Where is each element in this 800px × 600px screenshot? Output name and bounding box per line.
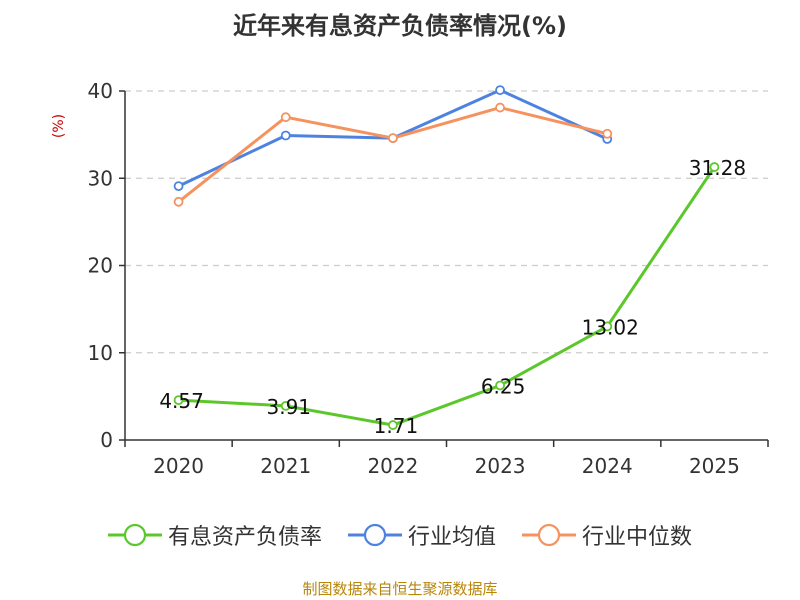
x-tick-label: 2022 [367, 454, 418, 478]
x-tick-label: 2024 [582, 454, 633, 478]
y-tick-label: 10 [88, 341, 113, 365]
source-note: 制图数据来自恒生聚源数据库 [302, 580, 498, 598]
series-2-point[interactable] [495, 102, 505, 113]
axes: 0 10 20 30 40 2020 2021 2022 2023 2024 2025 [88, 79, 769, 478]
legend-swatch-icon [347, 523, 402, 547]
data-label: 4.57 [159, 389, 204, 413]
y-tick-label: 20 [88, 254, 113, 278]
y-tick-label: 0 [100, 428, 113, 452]
series-2-point[interactable] [280, 112, 291, 123]
y-tick-label: 40 [88, 79, 113, 103]
legend-label: 行业中位数 [582, 525, 693, 550]
data-label: 1.71 [374, 414, 419, 438]
series-2-point[interactable] [602, 128, 613, 139]
series-2-point[interactable] [388, 133, 398, 144]
legend-item-2[interactable]: 行业中位数 [522, 519, 692, 551]
legend-item-1[interactable]: 行业均值 [347, 519, 496, 551]
series-0-point[interactable] [709, 162, 720, 172]
legend-label: 有息资产负债率 [167, 525, 322, 550]
data-label: 13.02 [582, 315, 639, 339]
legend-swatch-icon [107, 523, 162, 547]
legend-label: 行业均值 [407, 525, 496, 550]
series-1-point[interactable] [495, 85, 505, 96]
legend-swatch-icon [522, 523, 576, 547]
series-0-point[interactable] [602, 321, 613, 332]
x-tick-label: 2025 [689, 454, 740, 478]
legend-item-0[interactable]: 有息资产负债率 [107, 519, 322, 551]
y-tick-label: 30 [88, 166, 113, 190]
data-label: 31.28 [689, 156, 746, 180]
series-1-point[interactable] [173, 181, 184, 192]
data-label: 3.91 [266, 395, 311, 419]
series-2-point[interactable] [173, 196, 184, 207]
series-0-point[interactable] [280, 400, 291, 411]
series-line-0 [178, 166, 716, 427]
series-0-point[interactable] [388, 420, 398, 430]
x-tick-label: 2023 [475, 454, 526, 478]
grid-lines [125, 90, 768, 354]
series-0-point[interactable] [173, 395, 184, 406]
y-axis-unit-label: (%) [51, 114, 67, 138]
series-0-point[interactable] [495, 380, 505, 391]
series-1-point[interactable] [280, 130, 291, 141]
chart-title: 近年来有息资产负债率情况(%) [233, 12, 567, 40]
data-label: 6.25 [481, 374, 526, 398]
data-labels: 4.57 3.91 1.71 6.25 13.02 31.28 [159, 156, 746, 438]
legend: 有息资产负债率 行业均值 行业中位数 [0, 519, 800, 551]
series-lines [173, 85, 720, 430]
x-tick-label: 2020 [153, 454, 204, 478]
x-tick-label: 2021 [260, 454, 311, 478]
